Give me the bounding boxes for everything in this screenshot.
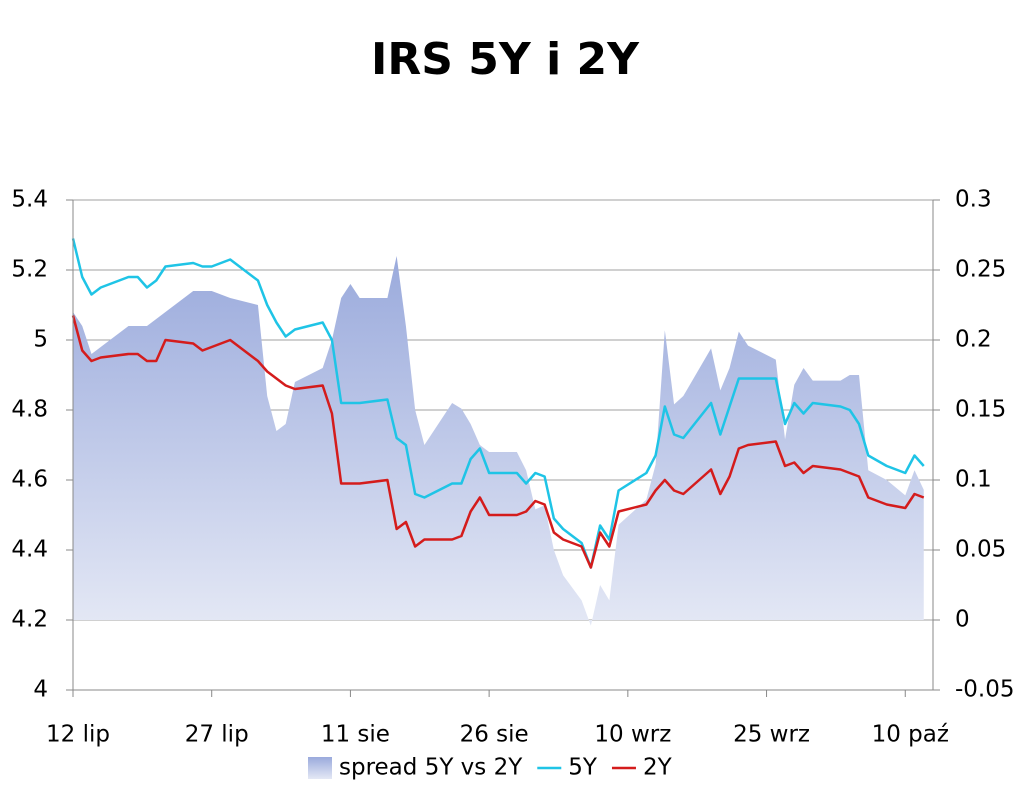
- y-tick-label: 5.2: [11, 257, 48, 283]
- x-tick-label: 26 sie: [460, 722, 529, 748]
- y-tick-label: 5.4: [11, 187, 48, 213]
- y2-tick-label: 0.25: [955, 257, 1006, 283]
- y-tick-label: 4.4: [11, 537, 48, 563]
- y2-tick-label: 0.2: [955, 327, 992, 353]
- line: [71, 238, 925, 569]
- y2-tick-label: 0.15: [955, 397, 1006, 423]
- y2-tick-label: 0: [955, 607, 970, 633]
- y2-tick-label: -0.05: [955, 677, 1015, 703]
- y2-tick-label: 0.3: [955, 187, 992, 213]
- y-tick-label: 5: [33, 327, 48, 353]
- x-tick-label: 10 paź: [872, 722, 949, 748]
- y-tick-label: 4: [33, 677, 48, 703]
- x-tick-label: 11 sie: [321, 722, 390, 748]
- x-tick-label: 12 lip: [46, 722, 110, 748]
- y-tick-label: 4.2: [11, 607, 48, 633]
- y2-tick-label: 0.05: [955, 537, 1006, 563]
- y-tick-label: 4.6: [11, 467, 48, 493]
- legend-label: spread 5Y vs 2Y: [339, 755, 523, 781]
- legend-label: 5Y: [568, 755, 598, 781]
- y2-tick-label: 0.1: [955, 467, 992, 493]
- legend-swatch: [308, 757, 332, 779]
- x-tick-label: 25 wrz: [733, 722, 810, 748]
- x-tick-label: 10 wrz: [594, 722, 671, 748]
- y-tick-label: 4.8: [11, 397, 48, 423]
- x-tick-label: 27 lip: [185, 722, 249, 748]
- legend-label: 2Y: [643, 755, 673, 781]
- area: [73, 256, 924, 626]
- chart-title: IRS 5Y i 2Y: [371, 34, 640, 85]
- line: [71, 315, 925, 569]
